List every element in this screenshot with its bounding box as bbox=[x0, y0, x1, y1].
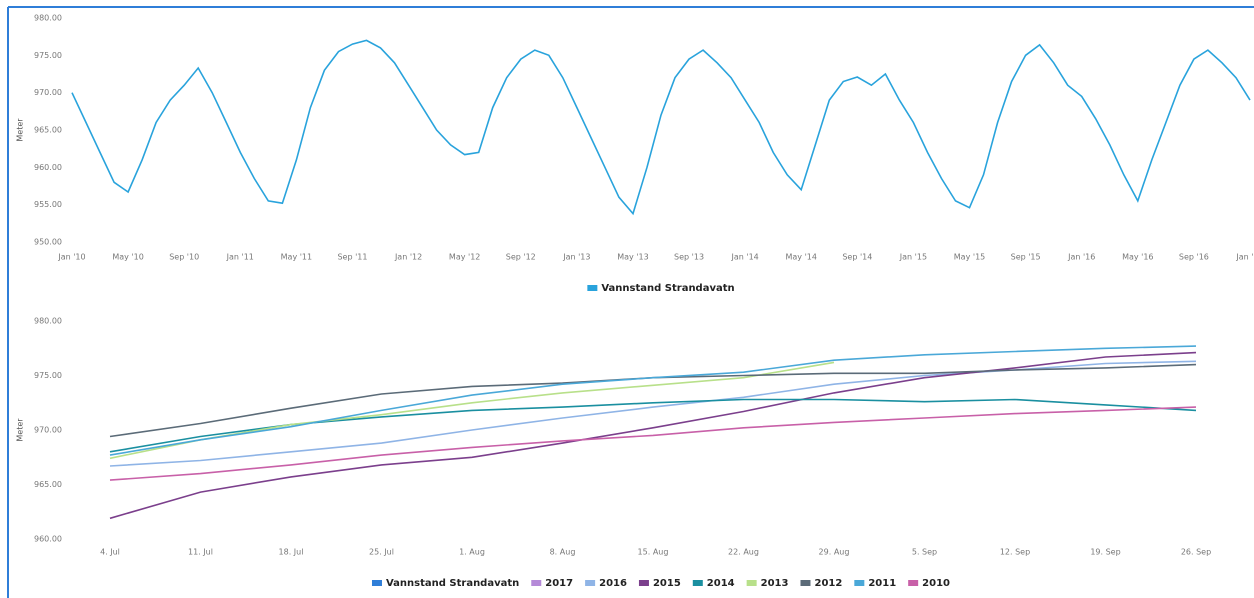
x-tick-label: 12. Sep bbox=[1000, 548, 1030, 557]
x-tick-label: Sep '13 bbox=[674, 253, 704, 262]
y-axis-label: Meter bbox=[16, 118, 25, 142]
x-tick-label: Jan '16 bbox=[1067, 253, 1095, 262]
x-tick-label: 1. Aug bbox=[459, 548, 485, 557]
legend-label[interactable]: 2011 bbox=[868, 578, 896, 589]
series-line bbox=[109, 345, 1197, 456]
x-tick-label: Sep '10 bbox=[169, 253, 199, 262]
legend-label[interactable]: Vannstand Strandavatn bbox=[601, 283, 734, 294]
series-line bbox=[71, 39, 1251, 216]
x-tick-label: Sep '15 bbox=[1011, 253, 1041, 262]
legend-label[interactable]: 2014 bbox=[707, 578, 735, 589]
series-line bbox=[109, 351, 1197, 520]
x-tick-label: Sep '12 bbox=[506, 253, 536, 262]
x-tick-label: Sep '11 bbox=[337, 253, 367, 262]
legend-swatch[interactable] bbox=[638, 580, 649, 586]
x-tick-label: 4. Jul bbox=[100, 548, 120, 557]
x-tick-label: Jan '10 bbox=[57, 253, 85, 262]
x-tick-label: Sep '16 bbox=[1179, 253, 1209, 262]
legend-swatch[interactable] bbox=[908, 580, 919, 586]
legend-swatch[interactable] bbox=[746, 580, 757, 586]
legend-swatch[interactable] bbox=[585, 580, 596, 586]
y-tick-label: 965.00 bbox=[34, 126, 62, 135]
x-tick-label: Jan '11 bbox=[226, 253, 254, 262]
x-tick-label: Jan '14 bbox=[731, 253, 759, 262]
legend-label[interactable]: 2016 bbox=[599, 578, 627, 589]
legend-label[interactable]: 2010 bbox=[922, 578, 950, 589]
x-tick-label: May '11 bbox=[281, 253, 312, 262]
x-tick-label: May '10 bbox=[112, 253, 143, 262]
x-tick-label: 11. Jul bbox=[188, 548, 213, 557]
y-tick-label: 970.00 bbox=[34, 88, 62, 97]
x-tick-label: May '12 bbox=[449, 253, 480, 262]
y-tick-label: 965.00 bbox=[34, 480, 62, 489]
y-tick-label: 950.00 bbox=[34, 238, 62, 247]
x-tick-label: Jan '12 bbox=[394, 253, 422, 262]
legend-label[interactable]: 2015 bbox=[653, 578, 681, 589]
legend-swatch[interactable] bbox=[587, 285, 598, 291]
x-tick-label: May '16 bbox=[1122, 253, 1153, 262]
legend-swatch[interactable] bbox=[854, 580, 865, 586]
legend-label[interactable]: 2017 bbox=[545, 578, 573, 589]
x-tick-label: May '13 bbox=[617, 253, 648, 262]
y-tick-label: 975.00 bbox=[34, 51, 62, 60]
x-tick-label: May '14 bbox=[786, 253, 817, 262]
y-tick-label: 955.00 bbox=[34, 200, 62, 209]
y-tick-label: 960.00 bbox=[34, 163, 62, 172]
x-tick-label: 18. Jul bbox=[279, 548, 304, 557]
x-tick-label: 5. Sep bbox=[912, 548, 937, 557]
y-tick-label: 960.00 bbox=[34, 535, 62, 544]
x-tick-label: 22. Aug bbox=[728, 548, 759, 557]
x-tick-label: Jan '15 bbox=[899, 253, 927, 262]
legend-swatch[interactable] bbox=[800, 580, 811, 586]
legend-swatch[interactable] bbox=[692, 580, 703, 586]
legend-swatch[interactable] bbox=[371, 580, 382, 586]
y-tick-label: 970.00 bbox=[34, 426, 62, 435]
x-tick-label: 26. Sep bbox=[1181, 548, 1211, 557]
x-tick-label: Jan '17 bbox=[1235, 253, 1254, 262]
x-tick-label: 8. Aug bbox=[550, 548, 576, 557]
x-tick-label: Jan '13 bbox=[562, 253, 590, 262]
y-tick-label: 980.00 bbox=[34, 317, 62, 326]
legend-label[interactable]: 2012 bbox=[814, 578, 842, 589]
x-tick-label: Sep '14 bbox=[842, 253, 872, 262]
x-tick-label: 29. Aug bbox=[819, 548, 850, 557]
x-tick-label: 15. Aug bbox=[638, 548, 669, 557]
series-line bbox=[109, 406, 1197, 481]
x-tick-label: 25. Jul bbox=[369, 548, 394, 557]
y-axis-label: Meter bbox=[16, 418, 25, 442]
y-tick-label: 975.00 bbox=[34, 371, 62, 380]
legend-swatch[interactable] bbox=[531, 580, 542, 586]
legend-label[interactable]: 2013 bbox=[761, 578, 789, 589]
x-tick-label: May '15 bbox=[954, 253, 985, 262]
legend-label[interactable]: Vannstand Strandavatn bbox=[386, 578, 519, 589]
y-tick-label: 980.00 bbox=[34, 14, 62, 23]
x-tick-label: 19. Sep bbox=[1090, 548, 1120, 557]
